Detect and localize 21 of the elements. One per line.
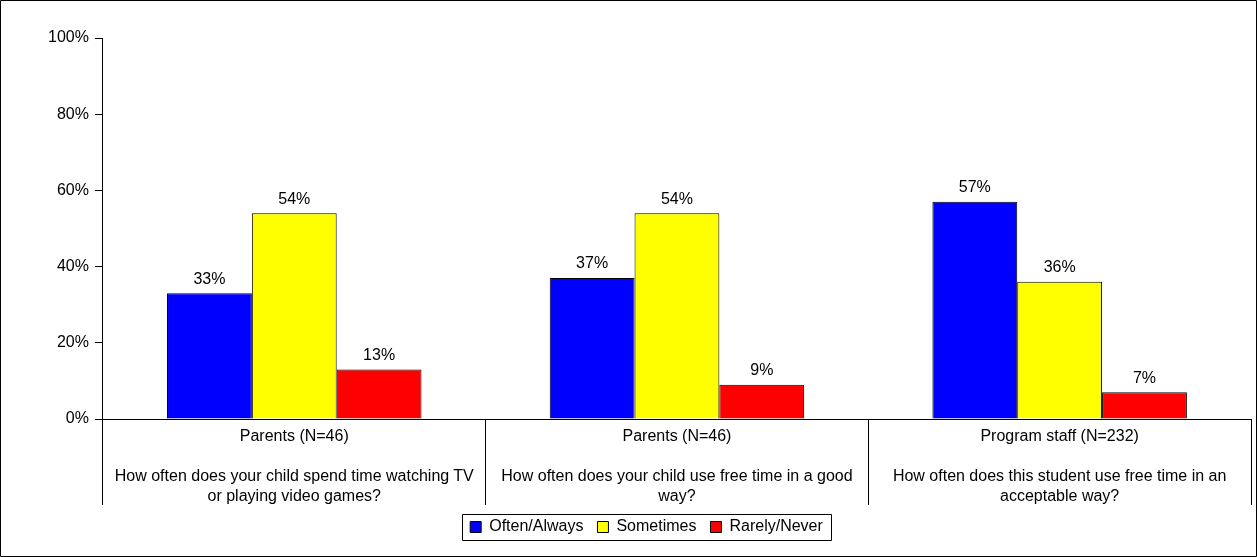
- text: 54%: [278, 189, 311, 207]
- category-label: Program staff (N=232) How often does this student use free time in an acceptable way?: [892, 427, 1227, 505]
- y-tick-label: 20%: [56, 333, 89, 351]
- legend-label: Rarely/Never: [729, 517, 824, 535]
- text: 36%: [1043, 258, 1076, 276]
- legend-label: Sometimes: [616, 517, 697, 535]
- category-label: Parents (N=46) How often does your child use free time in a good way?: [501, 427, 853, 505]
- y-tick-label: 100%: [48, 28, 89, 46]
- y-tick-label: 40%: [56, 257, 89, 275]
- y-tick-label: 80%: [56, 104, 89, 122]
- text: 54%: [660, 189, 693, 207]
- text: 33%: [193, 269, 226, 287]
- text: 9%: [750, 361, 774, 379]
- text: 57%: [958, 178, 991, 196]
- y-tick-label: 60%: [56, 180, 89, 198]
- text: 37%: [576, 254, 609, 272]
- y-tick-label: 0%: [65, 409, 89, 427]
- text: 7%: [1132, 368, 1157, 386]
- legend-label: Often/Always: [489, 517, 584, 535]
- category-label: Parents (N=46) How often does your child spend time watching TV or playing video games?: [114, 427, 474, 505]
- text: 13%: [363, 345, 396, 363]
